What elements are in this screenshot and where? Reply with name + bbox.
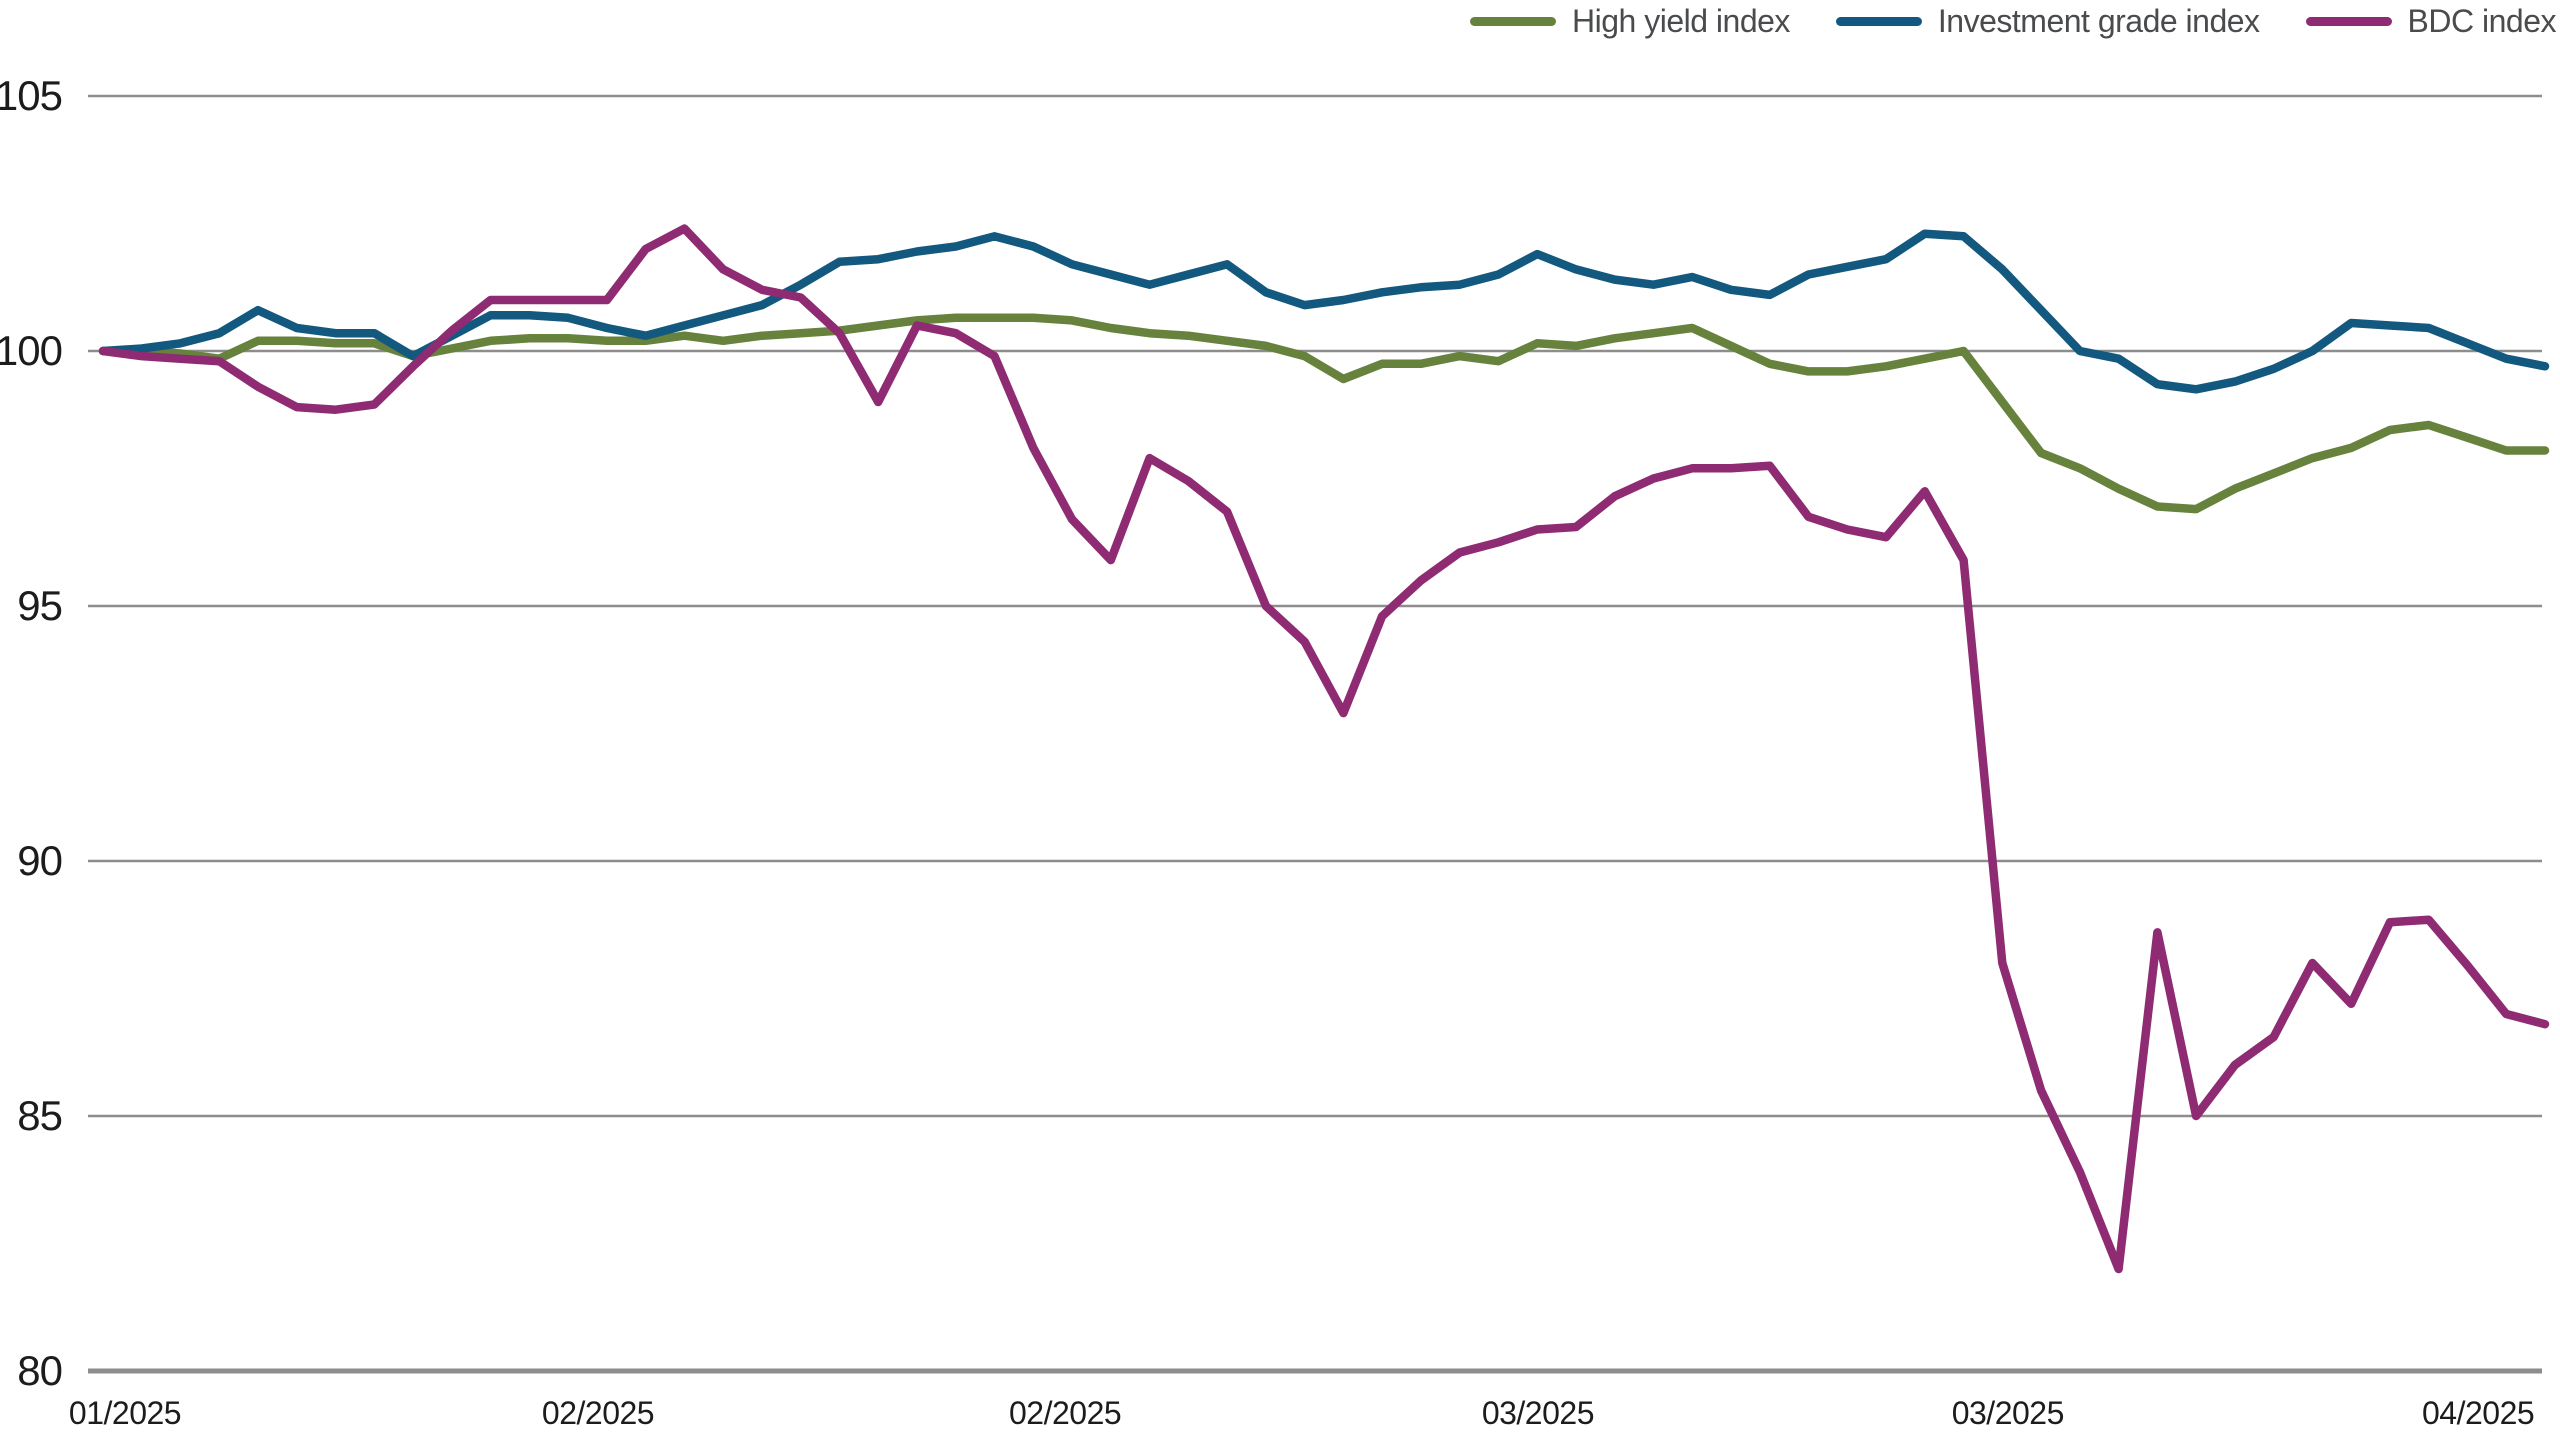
- svg-text:04/2025: 04/2025: [2422, 1395, 2534, 1431]
- legend-label-investment-grade: Investment grade index: [1937, 2, 2260, 39]
- legend-item-high-yield: High yield index: [1470, 3, 1790, 40]
- svg-text:02/2025: 02/2025: [1009, 1395, 1121, 1431]
- chart-legend: High yield index Investment grade index …: [1470, 0, 2557, 42]
- svg-text:95: 95: [17, 582, 62, 629]
- svg-text:105: 105: [0, 72, 62, 119]
- bdc-swatch-icon: [2305, 16, 2392, 26]
- legend-label-high-yield: High yield index: [1572, 2, 1790, 39]
- svg-text:80: 80: [17, 1347, 62, 1394]
- legend-label-bdc: BDC index: [2407, 2, 2557, 39]
- svg-text:02/2025: 02/2025: [542, 1395, 654, 1431]
- high-yield-swatch-icon: [1470, 16, 1556, 26]
- svg-text:03/2025: 03/2025: [1952, 1395, 2064, 1431]
- svg-text:03/2025: 03/2025: [1482, 1395, 1594, 1431]
- svg-text:85: 85: [17, 1092, 62, 1139]
- svg-text:01/2025: 01/2025: [69, 1395, 181, 1431]
- legend-item-bdc: BDC index: [2305, 2, 2557, 40]
- investment-grade-swatch-icon: [1835, 16, 1922, 26]
- svg-text:90: 90: [17, 837, 62, 884]
- legend-item-investment-grade: Investment grade index: [1835, 2, 2260, 40]
- svg-text:100: 100: [0, 327, 62, 374]
